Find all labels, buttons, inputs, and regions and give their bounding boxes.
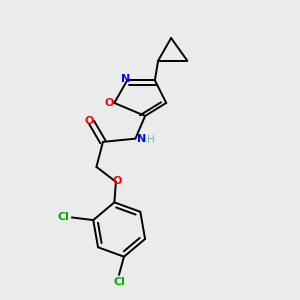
Text: Cl: Cl <box>58 212 70 222</box>
Text: N: N <box>121 74 130 84</box>
Text: Cl: Cl <box>113 277 125 287</box>
Text: N: N <box>137 134 146 144</box>
Text: H: H <box>147 135 155 145</box>
Text: O: O <box>113 176 122 186</box>
Text: O: O <box>84 116 94 126</box>
Text: O: O <box>105 98 114 108</box>
